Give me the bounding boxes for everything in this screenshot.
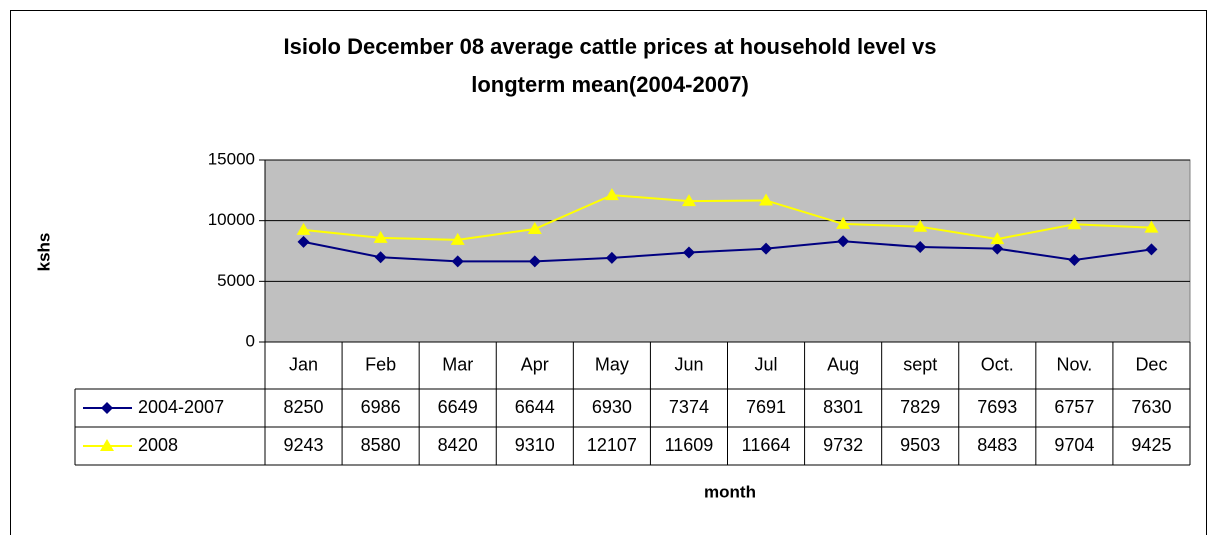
marker <box>836 216 851 229</box>
x-tick-label: Dec <box>1135 354 1167 374</box>
chart-title: longterm mean(2004-2007) <box>471 72 749 97</box>
chart-title: Isiolo December 08 average cattle prices… <box>284 34 937 59</box>
marker <box>604 188 619 201</box>
table-value: 8420 <box>438 435 478 455</box>
x-tick-label: Nov. <box>1057 354 1093 374</box>
marker <box>682 246 695 259</box>
legend-label: 2004-2007 <box>138 397 224 417</box>
table-value: 7693 <box>977 397 1017 417</box>
marker <box>527 222 542 235</box>
marker <box>297 235 310 248</box>
y-tick-label: 0 <box>246 331 255 350</box>
marker <box>100 439 114 451</box>
x-axis-label: month <box>704 482 756 501</box>
table-value: 6644 <box>515 397 555 417</box>
x-tick-label: Jul <box>755 354 778 374</box>
marker <box>1145 243 1158 256</box>
table-value: 6986 <box>361 397 401 417</box>
marker <box>450 232 465 245</box>
marker <box>760 242 773 255</box>
table-value: 9425 <box>1131 435 1171 455</box>
marker <box>990 232 1005 245</box>
marker <box>914 241 927 254</box>
table-value: 8250 <box>284 397 324 417</box>
marker <box>837 235 850 248</box>
table-value: 6649 <box>438 397 478 417</box>
table-value: 8301 <box>823 397 863 417</box>
marker <box>374 251 387 264</box>
marker <box>451 255 464 268</box>
series-line <box>303 194 1152 241</box>
table-value: 8580 <box>361 435 401 455</box>
x-tick-label: Aug <box>827 354 859 374</box>
marker <box>991 242 1004 255</box>
y-axis-label: kshs <box>34 233 53 272</box>
marker <box>1067 217 1082 230</box>
marker <box>373 230 388 243</box>
marker <box>605 251 618 264</box>
x-tick-label: Mar <box>442 354 473 374</box>
table-value: 12107 <box>587 435 637 455</box>
marker <box>913 219 928 232</box>
series-line <box>303 240 1152 263</box>
legend-label: 2008 <box>138 435 178 455</box>
table-value: 7829 <box>900 397 940 417</box>
table-value: 11664 <box>742 435 791 455</box>
x-tick-label: Jun <box>674 354 703 374</box>
y-tick-label: 5000 <box>217 271 255 290</box>
y-tick-label: 10000 <box>208 210 255 229</box>
table-value: 9732 <box>823 435 863 455</box>
table-value: 9310 <box>515 435 555 455</box>
table-value: 7630 <box>1131 397 1171 417</box>
marker <box>528 255 541 268</box>
marker <box>296 222 311 235</box>
marker <box>101 402 113 414</box>
table-value: 8483 <box>977 435 1017 455</box>
table-value: 7374 <box>669 397 709 417</box>
x-tick-label: Apr <box>521 354 549 374</box>
x-tick-label: sept <box>903 354 937 374</box>
x-tick-label: Feb <box>365 354 396 374</box>
table-value: 6930 <box>592 397 632 417</box>
x-tick-label: Oct. <box>981 354 1014 374</box>
marker <box>1068 254 1081 267</box>
marker <box>681 194 696 207</box>
table-value: 9503 <box>900 435 940 455</box>
table-value: 6757 <box>1054 397 1094 417</box>
marker <box>1144 220 1159 233</box>
table-value: 9243 <box>284 435 324 455</box>
table-value: 11609 <box>665 435 714 455</box>
y-tick-label: 15000 <box>208 149 255 168</box>
marker <box>759 193 774 206</box>
x-tick-label: Jan <box>289 354 318 374</box>
table-value: 9704 <box>1054 435 1094 455</box>
x-tick-label: May <box>595 354 629 374</box>
table-value: 7691 <box>746 397 786 417</box>
